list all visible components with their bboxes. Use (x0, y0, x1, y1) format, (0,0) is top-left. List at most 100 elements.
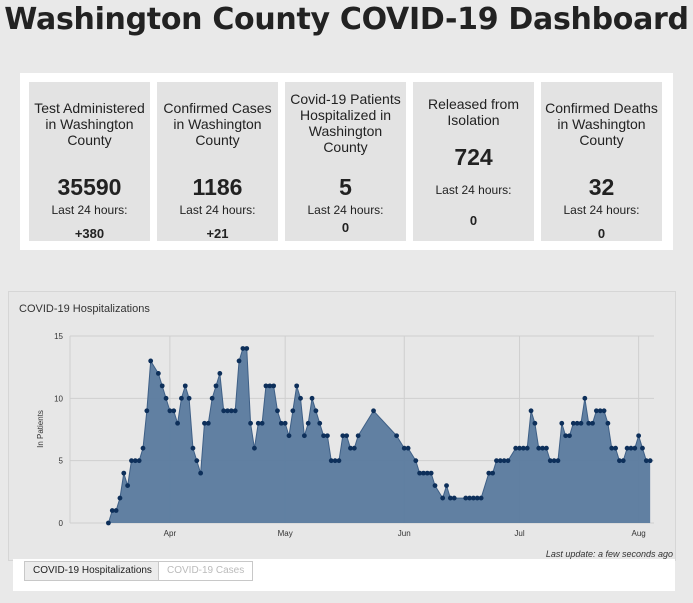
data-point[interactable] (417, 470, 423, 476)
data-point[interactable] (520, 445, 526, 451)
data-point[interactable] (259, 420, 265, 426)
data-point[interactable] (232, 408, 238, 414)
data-point[interactable] (236, 358, 242, 364)
data-point[interactable] (440, 495, 446, 501)
data-point[interactable] (586, 420, 592, 426)
data-point[interactable] (321, 433, 326, 439)
data-point[interactable] (290, 408, 296, 414)
data-point[interactable] (163, 395, 169, 401)
data-point[interactable] (413, 458, 419, 464)
data-point[interactable] (298, 395, 303, 401)
data-point[interactable] (267, 383, 273, 389)
data-point[interactable] (517, 445, 522, 451)
data-point[interactable] (129, 458, 134, 464)
data-point[interactable] (486, 470, 492, 476)
data-point[interactable] (179, 395, 184, 401)
data-point[interactable] (171, 408, 177, 414)
data-point[interactable] (144, 408, 150, 414)
data-point[interactable] (159, 383, 165, 389)
tab-cases[interactable]: COVID-19 Cases (158, 561, 254, 581)
data-point[interactable] (636, 433, 642, 439)
data-point[interactable] (309, 395, 315, 401)
data-point[interactable] (336, 458, 342, 464)
data-point[interactable] (471, 495, 476, 501)
data-point[interactable] (351, 445, 357, 451)
data-point[interactable] (348, 445, 353, 451)
data-point[interactable] (444, 483, 449, 488)
data-point[interactable] (647, 458, 653, 464)
data-point[interactable] (428, 470, 434, 476)
data-point[interactable] (109, 508, 115, 513)
data-point[interactable] (155, 371, 161, 376)
data-point[interactable] (451, 495, 457, 501)
data-point[interactable] (252, 445, 257, 451)
data-point[interactable] (497, 458, 503, 464)
data-point[interactable] (551, 458, 557, 464)
data-point[interactable] (513, 445, 519, 451)
data-point[interactable] (505, 458, 511, 464)
data-point[interactable] (544, 445, 549, 451)
data-point[interactable] (228, 408, 234, 414)
data-point[interactable] (255, 420, 261, 426)
data-point[interactable] (474, 495, 480, 501)
data-point[interactable] (355, 433, 361, 439)
data-point[interactable] (225, 408, 230, 414)
data-point[interactable] (567, 433, 572, 439)
data-point[interactable] (528, 408, 534, 414)
data-point[interactable] (536, 445, 542, 451)
data-point[interactable] (132, 458, 138, 464)
data-point[interactable] (148, 358, 154, 364)
data-point[interactable] (467, 495, 472, 501)
data-point[interactable] (628, 445, 634, 451)
data-point[interactable] (432, 483, 438, 488)
data-point[interactable] (643, 458, 649, 464)
data-point[interactable] (282, 420, 288, 426)
data-point[interactable] (463, 495, 469, 501)
data-point[interactable] (294, 383, 300, 389)
data-point[interactable] (286, 433, 292, 439)
data-point[interactable] (221, 408, 227, 414)
data-point[interactable] (447, 495, 453, 501)
data-point[interactable] (593, 408, 599, 414)
data-point[interactable] (213, 383, 219, 389)
data-point[interactable] (405, 445, 411, 451)
data-point[interactable] (524, 445, 530, 451)
data-point[interactable] (597, 408, 603, 414)
data-point[interactable] (271, 383, 277, 389)
data-point[interactable] (202, 420, 207, 426)
data-point[interactable] (182, 383, 188, 389)
data-point[interactable] (555, 458, 561, 464)
data-point[interactable] (601, 408, 607, 414)
data-point[interactable] (532, 420, 538, 426)
data-point[interactable] (490, 470, 496, 476)
data-point[interactable] (371, 408, 376, 414)
data-point[interactable] (117, 495, 123, 501)
data-point[interactable] (301, 433, 307, 439)
data-point[interactable] (205, 420, 211, 426)
data-point[interactable] (313, 408, 319, 414)
data-point[interactable] (590, 420, 595, 426)
data-point[interactable] (263, 383, 269, 389)
data-point[interactable] (217, 371, 223, 376)
data-point[interactable] (613, 445, 618, 451)
data-point[interactable] (559, 420, 565, 426)
data-point[interactable] (325, 433, 330, 439)
data-point[interactable] (248, 420, 253, 426)
data-point[interactable] (275, 408, 280, 414)
data-point[interactable] (494, 458, 499, 464)
data-point[interactable] (136, 458, 142, 464)
data-point[interactable] (328, 458, 334, 464)
data-point[interactable] (582, 395, 588, 401)
data-point[interactable] (632, 445, 638, 451)
data-point[interactable] (540, 445, 545, 451)
data-point[interactable] (578, 420, 584, 426)
data-point[interactable] (175, 420, 180, 426)
data-point[interactable] (617, 458, 622, 464)
data-point[interactable] (640, 445, 645, 451)
data-point[interactable] (574, 420, 580, 426)
data-point[interactable] (140, 445, 146, 451)
data-point[interactable] (421, 470, 426, 476)
data-point[interactable] (190, 445, 196, 451)
data-point[interactable] (186, 395, 192, 401)
data-point[interactable] (209, 395, 215, 401)
